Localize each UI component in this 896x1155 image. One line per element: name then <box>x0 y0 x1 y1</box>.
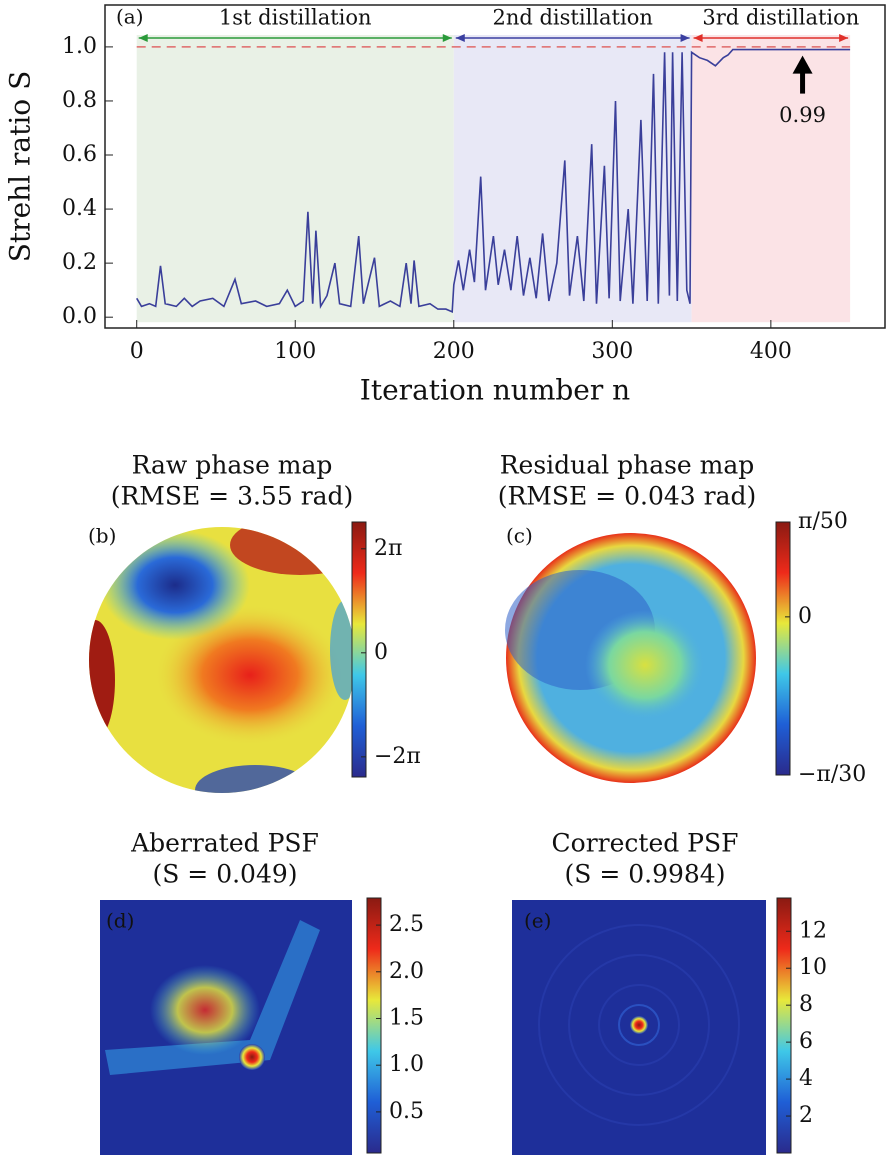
map-subtitle: (RMSE = 3.55 rad) <box>111 482 354 511</box>
residual-map-image <box>505 533 756 783</box>
colorbar <box>366 897 382 1154</box>
colorbar-tick-label: 8 <box>799 992 813 1017</box>
colorbar-tick-label: 12 <box>799 918 827 943</box>
aberrated-psf-image <box>100 900 352 1155</box>
region-label: 1st distillation <box>219 6 372 30</box>
x-tick-label: 200 <box>433 339 475 364</box>
region-shade <box>136 35 454 323</box>
colorbar <box>776 897 792 1154</box>
map-subtitle: (S = 0.9984) <box>565 860 726 889</box>
x-tick-label: 400 <box>750 339 792 364</box>
y-tick-label: 0.0 <box>62 304 97 329</box>
y-tick-label: 0.4 <box>62 196 97 221</box>
colorbar-tick-label: π/50 <box>798 509 848 534</box>
colorbar-tick-label: 0 <box>798 604 812 629</box>
panel-label: (e) <box>524 909 551 933</box>
x-axis-label: Iteration number n <box>360 374 630 407</box>
colorbar-tick-label: 10 <box>799 955 827 980</box>
panel-label: (b) <box>88 524 116 548</box>
panel-label: (a) <box>116 5 144 29</box>
colorbar-tick-label: −2π <box>374 744 421 769</box>
region-label: 2nd distillation <box>492 6 652 30</box>
colorbar-tick-label: 1.5 <box>389 1005 424 1030</box>
annotation-label: 0.99 <box>779 103 826 127</box>
phase-map-image <box>89 527 355 793</box>
region-shade <box>691 35 851 323</box>
x-tick-label: 0 <box>130 339 144 364</box>
panel-label: (d) <box>106 909 134 933</box>
colorbar <box>351 521 367 778</box>
colorbar-tick-label: 0.5 <box>389 1099 424 1124</box>
colorbar-tick-label: 2π <box>374 536 402 561</box>
colorbar-tick-label: −π/30 <box>798 762 866 787</box>
map-title: Aberrated PSF <box>130 829 319 858</box>
colorbar-tick-label: 2.0 <box>389 959 424 984</box>
panel-label: (c) <box>506 524 533 548</box>
x-tick-label: 100 <box>274 339 316 364</box>
colorbar-tick-label: 6 <box>799 1029 813 1054</box>
y-axis-label: Strehl ratio S <box>4 71 37 263</box>
map-title: Residual phase map <box>500 451 755 480</box>
y-tick-label: 0.2 <box>62 250 97 275</box>
y-tick-label: 1.0 <box>62 34 97 59</box>
colorbar-tick-label: 4 <box>799 1066 813 1091</box>
y-tick-label: 0.6 <box>62 142 97 167</box>
y-tick-label: 0.8 <box>62 88 97 113</box>
colorbar <box>775 521 791 776</box>
colorbar-tick-label: 2.5 <box>389 912 424 937</box>
plot-frame <box>104 4 886 329</box>
annotation-arrowhead <box>792 55 813 74</box>
region-label: 3rd distillation <box>702 6 859 30</box>
data-line <box>136 48 851 313</box>
map-title: Raw phase map <box>132 451 333 480</box>
map-subtitle: (S = 0.049) <box>152 860 297 889</box>
colorbar-tick-label: 1.0 <box>389 1052 424 1077</box>
map-title: Corrected PSF <box>552 829 739 858</box>
x-tick-label: 300 <box>591 339 633 364</box>
map-subtitle: (RMSE = 0.043 rad) <box>498 482 757 511</box>
corrected-psf-image <box>512 900 766 1155</box>
colorbar-tick-label: 2 <box>799 1103 813 1128</box>
colorbar-tick-label: 0 <box>374 640 388 665</box>
